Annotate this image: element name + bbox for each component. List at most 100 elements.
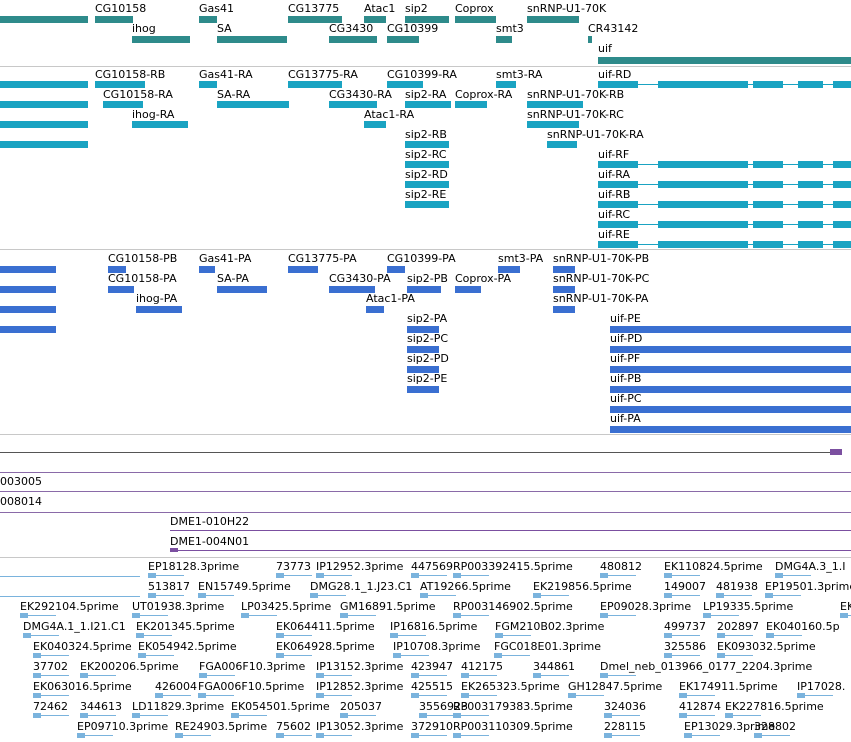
protein-label[interactable]: CG3430-PA <box>329 272 391 285</box>
est-arrow[interactable] <box>766 633 774 638</box>
protein-feature[interactable] <box>0 326 56 333</box>
protein-feature[interactable] <box>498 266 520 273</box>
est-line[interactable] <box>206 595 234 596</box>
est-arrow[interactable] <box>797 693 805 698</box>
est-line[interactable] <box>284 575 312 576</box>
protein-label[interactable]: sip2-PE <box>407 372 448 385</box>
est-label[interactable]: LP03425.5prime <box>241 600 332 613</box>
est-label[interactable]: EK219856.5prime <box>533 580 632 593</box>
est-line[interactable] <box>725 635 753 636</box>
gene-bar[interactable] <box>496 36 512 43</box>
est-label[interactable]: EK <box>840 600 851 613</box>
protein-label[interactable]: uif-PD <box>610 332 643 345</box>
est-arrow[interactable] <box>453 713 461 718</box>
est-line[interactable] <box>687 715 715 716</box>
est-line[interactable] <box>427 715 455 716</box>
protein-label[interactable]: CG10158-PA <box>108 272 177 285</box>
transcript-label[interactable]: CG3430-RA <box>329 88 392 101</box>
est-label[interactable]: GM16891.5prime <box>340 600 436 613</box>
est-line[interactable] <box>576 695 604 696</box>
est-line[interactable] <box>324 695 352 696</box>
est-line[interactable] <box>469 695 497 696</box>
transcript-feature[interactable] <box>405 161 449 168</box>
transcript-feature[interactable] <box>0 101 88 108</box>
gene-label[interactable]: snRNP-U1-70K <box>527 2 607 15</box>
transcript-feature[interactable] <box>405 201 449 208</box>
est-line[interactable] <box>324 735 352 736</box>
protein-label[interactable]: sip2-PC <box>407 332 449 345</box>
protein-label[interactable]: Coprox-PA <box>455 272 511 285</box>
gene-label[interactable]: SA <box>217 22 232 35</box>
est-line[interactable] <box>41 695 69 696</box>
protein-feature[interactable] <box>366 306 384 313</box>
transcript-feature[interactable] <box>405 181 449 188</box>
est-label[interactable]: 75602 <box>276 720 311 733</box>
est-label[interactable]: 149007 <box>664 580 706 593</box>
protein-feature[interactable] <box>217 286 267 293</box>
est-line[interactable] <box>41 655 69 656</box>
protein-feature[interactable] <box>108 266 126 273</box>
est-arrow[interactable] <box>533 673 541 678</box>
est-label[interactable]: EK064411.5prime <box>276 620 375 633</box>
est-line[interactable] <box>783 575 811 576</box>
clone-label[interactable]: 008014 <box>0 495 42 508</box>
est-label[interactable]: FGC018E01.3prime <box>494 640 602 653</box>
est-arrow[interactable] <box>310 593 318 598</box>
est-label[interactable]: 372910 <box>411 720 453 733</box>
gene-bar[interactable] <box>598 57 851 64</box>
protein-feature[interactable] <box>610 426 851 433</box>
transcript-label[interactable]: sip2-RC <box>405 148 447 161</box>
est-label[interactable]: IP12852.3prime <box>316 680 404 693</box>
est-arrow[interactable] <box>461 693 469 698</box>
gene-label[interactable]: Atac1 <box>364 2 396 15</box>
est-arrow[interactable] <box>198 693 206 698</box>
est-arrow[interactable] <box>231 713 239 718</box>
protein-label[interactable]: uif-PC <box>610 392 642 405</box>
est-line[interactable] <box>461 715 489 716</box>
est-label[interactable]: EK040324.5prime <box>33 640 132 653</box>
est-label[interactable]: RP003146902.5prime <box>453 600 573 613</box>
transcript-feature[interactable] <box>598 161 851 168</box>
est-arrow[interactable] <box>340 713 348 718</box>
est-label[interactable]: EK201345.5prime <box>136 620 235 633</box>
gene-bar[interactable] <box>387 36 419 43</box>
gene-bar[interactable] <box>0 16 88 23</box>
transcript-feature[interactable] <box>455 101 487 108</box>
est-arrow[interactable] <box>840 613 848 618</box>
est-label[interactable]: IP13152.3prime <box>316 660 404 673</box>
est-arrow[interactable] <box>453 613 461 618</box>
est-label[interactable]: LP19335.5prime <box>703 600 794 613</box>
est-line[interactable] <box>608 615 636 616</box>
est-arrow[interactable] <box>33 653 41 658</box>
est-line[interactable] <box>541 675 569 676</box>
est-arrow[interactable] <box>411 733 419 738</box>
transcript-feature[interactable] <box>0 141 88 148</box>
est-arrow[interactable] <box>765 593 773 598</box>
est-line[interactable] <box>324 675 352 676</box>
est-line[interactable] <box>805 695 833 696</box>
est-arrow[interactable] <box>33 693 41 698</box>
est-line[interactable] <box>249 615 277 616</box>
est-line[interactable] <box>88 715 116 716</box>
transcript-label[interactable]: CG13775-RA <box>288 68 358 81</box>
est-line[interactable] <box>774 635 802 636</box>
est-arrow[interactable] <box>33 713 41 718</box>
est-label[interactable]: 228115 <box>604 720 646 733</box>
transcript-label[interactable]: snRNP-U1-70K-RC <box>527 108 624 121</box>
est-line[interactable] <box>419 735 447 736</box>
est-line[interactable] <box>428 595 456 596</box>
transcript-feature[interactable] <box>103 101 143 108</box>
est-line[interactable] <box>419 675 447 676</box>
est-line[interactable] <box>612 735 640 736</box>
est-label[interactable]: 202897 <box>717 620 759 633</box>
est-arrow[interactable] <box>411 693 419 698</box>
est-line[interactable] <box>672 595 700 596</box>
gene-bar[interactable] <box>132 36 190 43</box>
protein-feature[interactable] <box>329 286 375 293</box>
transcript-label[interactable]: uif-RA <box>598 168 630 181</box>
est-arrow[interactable] <box>604 733 612 738</box>
est-line[interactable] <box>461 575 489 576</box>
transcript-label[interactable]: CG10158-RB <box>95 68 166 81</box>
est-arrow[interactable] <box>148 593 156 598</box>
est-label[interactable]: RE24903.5prime <box>175 720 268 733</box>
